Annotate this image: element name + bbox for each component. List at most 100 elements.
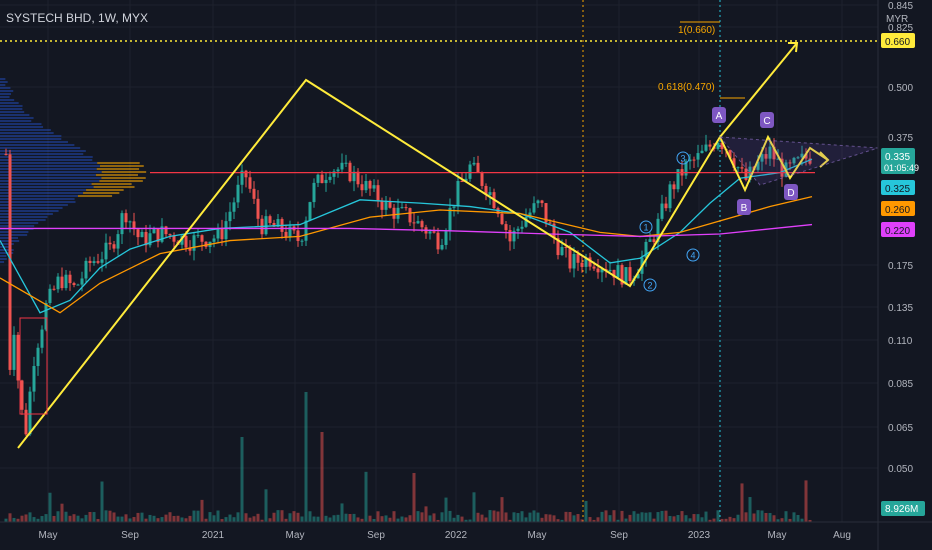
price-tick-label: 0.110 <box>888 336 913 347</box>
projection-line <box>719 42 798 138</box>
volume-bar <box>96 519 100 522</box>
volume-bar <box>420 512 424 522</box>
volume-bar <box>80 518 84 522</box>
profile-bar <box>0 150 86 152</box>
candle-body <box>672 184 676 190</box>
price-axis[interactable]: MYR 0.845 0.825 0.500 0.375 0.175 0.135 0.110 0.… <box>877 0 932 550</box>
volume-bar <box>580 519 584 522</box>
volume-bar <box>404 517 408 522</box>
profile-bar <box>0 231 29 233</box>
grid-lines <box>0 0 878 522</box>
candle-body <box>76 284 80 286</box>
wave-label: 2 <box>647 281 652 291</box>
volume-bar <box>12 517 16 522</box>
candle-body <box>156 228 160 242</box>
candle-body <box>400 207 404 209</box>
candle-body <box>216 228 220 239</box>
candle-body <box>532 203 536 213</box>
candle-body <box>472 162 476 165</box>
candle-body <box>340 162 344 170</box>
candle-body <box>84 260 88 279</box>
profile-bar <box>0 225 35 227</box>
volume-bar <box>588 517 592 522</box>
candle-body <box>20 380 24 410</box>
volume-bar <box>652 518 656 522</box>
abcd-badge <box>737 199 751 215</box>
volume-bar <box>252 516 256 522</box>
volume-bar <box>160 517 164 522</box>
candle-body <box>268 216 272 223</box>
volume-bar <box>272 512 276 522</box>
volume-bar <box>612 510 616 522</box>
wave-label: 3 <box>680 154 685 164</box>
candle-body <box>24 409 28 435</box>
volume-bar <box>752 513 756 522</box>
candle-body <box>456 181 460 207</box>
volume-bar <box>760 510 764 522</box>
candle-body <box>184 235 188 248</box>
profile-bar-value-area <box>101 177 146 179</box>
candle-body <box>536 200 540 204</box>
volume-bar <box>392 511 396 522</box>
abcd-badge <box>760 112 774 128</box>
candle-body <box>516 228 520 231</box>
candle-body <box>96 261 100 263</box>
volume-bar <box>120 516 124 522</box>
volume-bar <box>744 512 748 522</box>
candle-body <box>796 157 800 159</box>
volume-bar <box>648 512 652 522</box>
candle-body <box>660 203 664 219</box>
candle-body <box>620 265 624 285</box>
candle-body <box>352 171 356 182</box>
candle-body <box>88 260 92 264</box>
volume-bar <box>176 515 180 522</box>
volume-bar <box>240 437 244 522</box>
volume-bar <box>344 513 348 522</box>
profile-bar <box>0 219 46 221</box>
volume-bar <box>40 516 44 522</box>
candle-body <box>44 303 48 330</box>
volume-bar <box>284 518 288 522</box>
triangle-pattern <box>718 136 879 186</box>
time-tick-label: Aug <box>833 530 851 541</box>
candle-body <box>440 244 444 250</box>
volume-bar <box>108 510 112 522</box>
volume-bar <box>504 512 508 522</box>
volume-bar <box>236 512 240 522</box>
volume-bar <box>56 511 60 522</box>
profile-bar <box>0 108 23 110</box>
volume-bar <box>628 514 632 522</box>
profile-bar <box>0 189 87 191</box>
candle-body <box>228 211 232 222</box>
profile-bar <box>0 102 19 104</box>
profile-bar <box>0 81 8 83</box>
volume-bar <box>676 514 680 522</box>
candle-body <box>172 235 176 242</box>
candle-body <box>600 269 604 273</box>
candle-body <box>312 182 316 203</box>
volume-bar <box>196 510 200 522</box>
profile-bar <box>0 255 7 257</box>
volume-bar <box>92 512 96 522</box>
volume-bar <box>460 516 464 522</box>
volume-bar <box>144 518 148 522</box>
volume-bar <box>24 514 28 522</box>
candle-body <box>140 231 144 238</box>
candle-body <box>132 221 136 230</box>
ema-fast-line <box>0 158 813 314</box>
ema-slow-line <box>0 223 813 238</box>
candle-body <box>480 172 484 186</box>
volume-bar <box>168 512 172 522</box>
volume-bar <box>724 518 728 522</box>
candle-body <box>588 257 592 267</box>
candle-body <box>124 213 128 223</box>
candle-body <box>168 234 172 236</box>
candle-body <box>764 154 768 159</box>
volume-bar <box>156 518 160 522</box>
volume-bar <box>480 514 484 522</box>
time-axis[interactable]: May Sep 2021 May Sep 2022 May Sep 2023 May Aug <box>0 521 932 541</box>
profile-bar <box>0 138 62 140</box>
candle-body <box>376 185 380 202</box>
volume-bar <box>388 517 392 522</box>
